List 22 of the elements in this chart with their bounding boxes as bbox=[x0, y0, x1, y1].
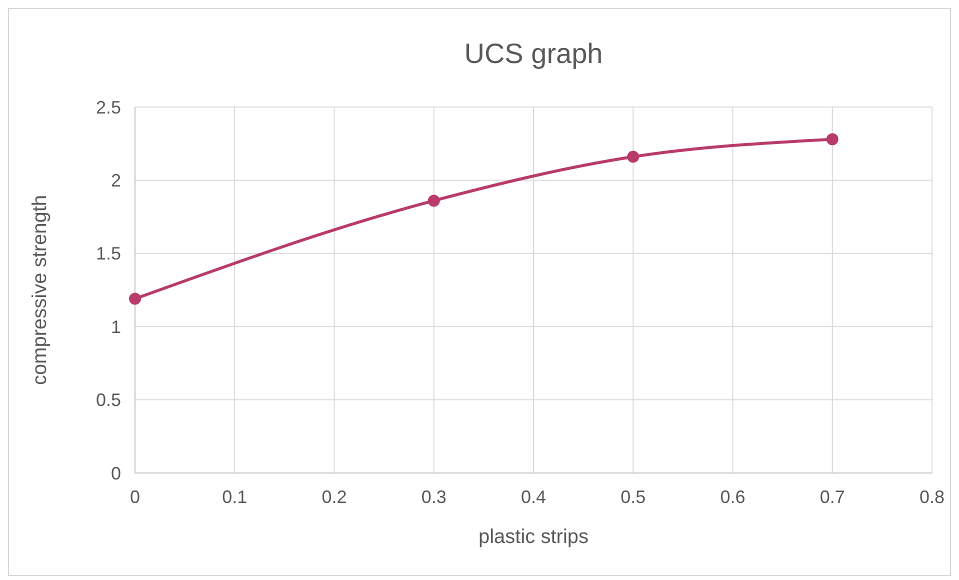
y-axis-title: compressive strength bbox=[29, 194, 51, 386]
chart-title: UCS graph bbox=[464, 38, 603, 69]
x-axis-title: plastic strips bbox=[478, 526, 589, 548]
x-tick-label: 0.8 bbox=[919, 487, 945, 507]
x-tick-label: 0.4 bbox=[520, 487, 546, 507]
y-tick-label: 2 bbox=[110, 170, 121, 190]
y-tick-label: 2.5 bbox=[96, 97, 121, 118]
y-tick-label: 0 bbox=[110, 463, 121, 484]
point bbox=[428, 194, 440, 207]
x-tick-label: 0.3 bbox=[421, 487, 446, 507]
y-tick-label: 1 bbox=[110, 316, 121, 337]
point bbox=[826, 133, 838, 146]
y-tick-label: 1.5 bbox=[96, 244, 121, 264]
point bbox=[627, 150, 640, 163]
x-tick-label: 0.6 bbox=[720, 487, 746, 507]
point bbox=[129, 292, 141, 305]
y-tick-label: 0.5 bbox=[96, 390, 121, 410]
x-tick-label: 0.5 bbox=[620, 487, 646, 507]
x-tick-label: 0.1 bbox=[222, 487, 248, 507]
x-tick-label: 0.2 bbox=[322, 487, 347, 507]
x-tick-label: 0.7 bbox=[820, 487, 845, 507]
x-tick-label: 0 bbox=[130, 487, 140, 507]
